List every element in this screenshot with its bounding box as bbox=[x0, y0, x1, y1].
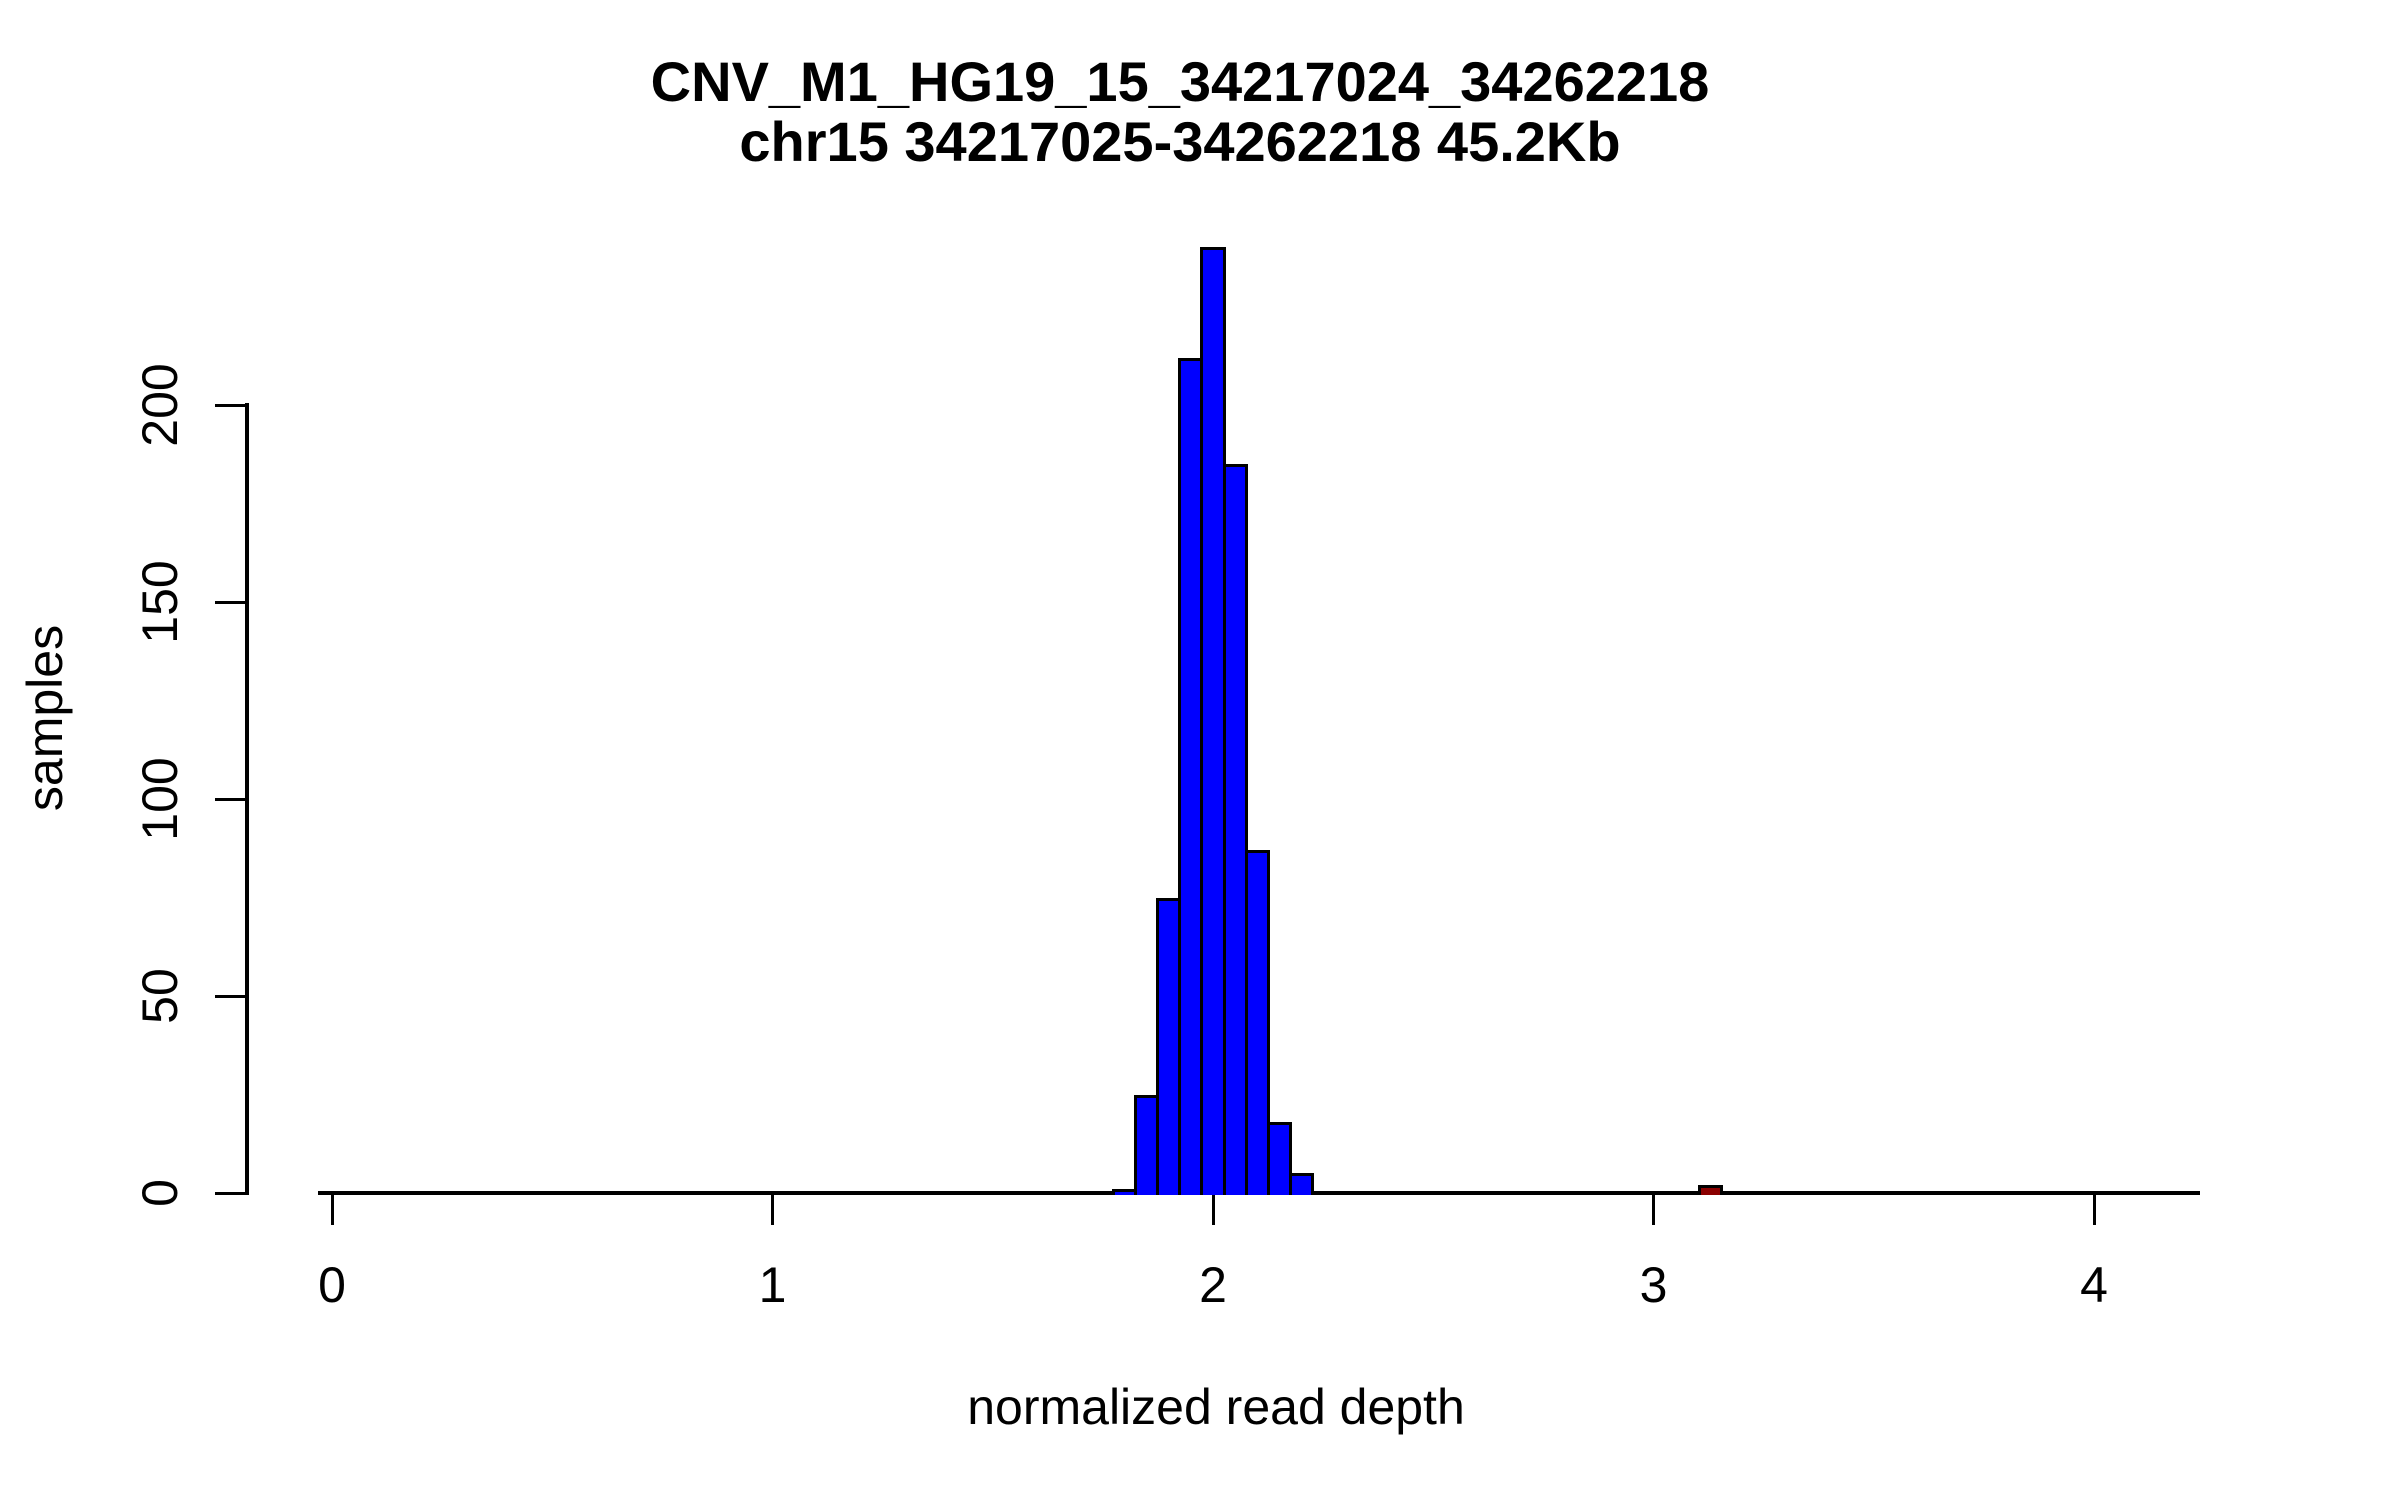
x-axis-tick-label: 2 bbox=[1199, 1257, 1227, 1313]
y-axis-label: samples bbox=[17, 624, 73, 812]
y-axis-line bbox=[245, 403, 249, 1195]
histogram-bar bbox=[1222, 464, 1248, 1195]
histogram-bar bbox=[1178, 357, 1204, 1195]
y-axis-tick bbox=[215, 600, 247, 604]
x-axis-tick bbox=[1211, 1193, 1215, 1225]
x-axis-tick bbox=[1652, 1193, 1655, 1225]
histogram-bar bbox=[1288, 1173, 1314, 1195]
x-axis-tick bbox=[771, 1193, 774, 1225]
y-axis-tick bbox=[215, 403, 247, 407]
y-axis-tick bbox=[215, 797, 247, 801]
x-axis-tick bbox=[330, 1193, 334, 1225]
x-axis-tick-label: 1 bbox=[758, 1257, 787, 1313]
chart-title: CNV_M1_HG19_15_34217024_34262218 chr15 3… bbox=[651, 52, 1710, 172]
y-axis-tick bbox=[215, 1191, 247, 1195]
chart-title-line1: CNV_M1_HG19_15_34217024_34262218 bbox=[650, 50, 1710, 113]
histogram-bar bbox=[1266, 1122, 1292, 1195]
y-axis-tick-label: 100 bbox=[132, 757, 188, 841]
histogram-bar bbox=[1244, 850, 1270, 1195]
y-axis-tick-label: 50 bbox=[132, 968, 188, 1024]
x-axis-tick-label: 4 bbox=[2080, 1257, 2108, 1313]
x-axis-tick-label: 3 bbox=[1639, 1257, 1668, 1313]
y-axis-tick-label: 150 bbox=[132, 560, 188, 644]
x-axis-tick bbox=[2092, 1193, 2096, 1225]
y-axis-tick bbox=[215, 994, 247, 998]
y-axis-tick-label: 0 bbox=[132, 1179, 188, 1207]
y-axis-tick-label: 200 bbox=[132, 363, 188, 447]
chart-title-line2: chr15 34217025-34262218 45.2Kb bbox=[739, 110, 1621, 173]
histogram-bar-highlighted bbox=[1698, 1185, 1724, 1195]
x-axis-label: normalized read depth bbox=[967, 1379, 1465, 1435]
x-axis-tick-label: 0 bbox=[318, 1257, 346, 1313]
histogram-bar bbox=[1156, 897, 1182, 1195]
